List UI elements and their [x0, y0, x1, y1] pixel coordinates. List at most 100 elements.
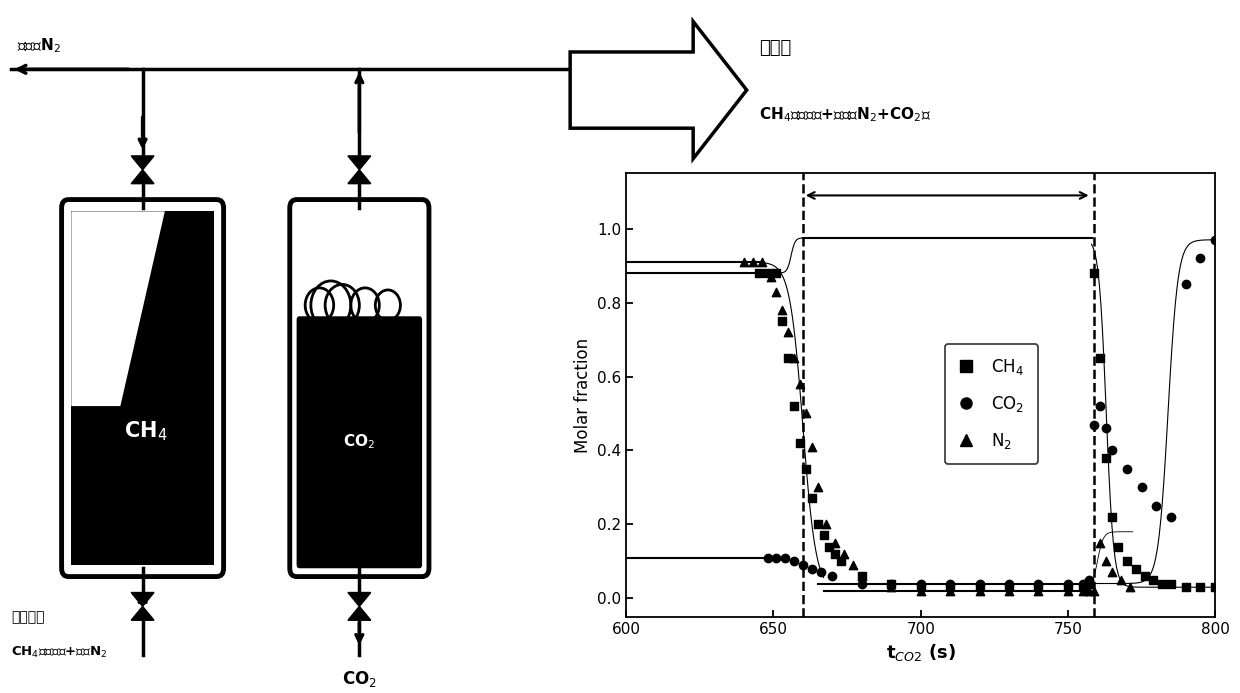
Point — [792, 559, 812, 570]
Point — [766, 552, 786, 563]
Point — [1028, 578, 1048, 589]
Point — [758, 267, 777, 279]
Text: 原料气：: 原料气： — [11, 610, 45, 624]
Point — [751, 256, 771, 267]
Point — [999, 578, 1019, 589]
Point — [940, 581, 960, 593]
Polygon shape — [71, 211, 213, 565]
Point — [779, 326, 799, 337]
Point — [743, 256, 763, 267]
Point — [1085, 267, 1105, 279]
Point — [1090, 401, 1110, 412]
Point — [826, 537, 846, 548]
Point — [1096, 556, 1116, 567]
Point — [1135, 570, 1154, 581]
Point — [1143, 574, 1163, 586]
Point — [1073, 581, 1092, 593]
Point — [760, 271, 780, 282]
Point — [1058, 581, 1078, 593]
Point — [1205, 581, 1225, 593]
Point — [1102, 567, 1122, 578]
Polygon shape — [131, 156, 154, 170]
Polygon shape — [348, 156, 371, 170]
Point — [1090, 537, 1110, 548]
Point — [910, 581, 930, 593]
Point — [882, 578, 901, 589]
Point — [1176, 581, 1195, 593]
Polygon shape — [131, 593, 154, 606]
Point — [1117, 464, 1137, 475]
Point — [1176, 279, 1195, 290]
Point — [749, 267, 769, 279]
Point — [843, 559, 863, 570]
Point — [1079, 574, 1099, 586]
Point — [831, 556, 851, 567]
Point — [1190, 581, 1210, 593]
Point — [970, 586, 990, 597]
Polygon shape — [348, 606, 371, 620]
Point — [796, 408, 816, 419]
Point — [1102, 511, 1122, 523]
Point — [773, 315, 792, 326]
Polygon shape — [570, 21, 746, 159]
Point — [807, 482, 827, 493]
Text: 排空，N$_{2}$: 排空，N$_{2}$ — [17, 37, 61, 55]
Point — [796, 464, 816, 475]
Point — [784, 556, 804, 567]
Point — [790, 378, 810, 389]
Point — [882, 578, 901, 589]
Point — [970, 578, 990, 589]
Point — [790, 437, 810, 448]
Point — [1096, 453, 1116, 464]
Point — [852, 570, 872, 581]
X-axis label: t$_{CO2}$ (s): t$_{CO2}$ (s) — [885, 642, 956, 663]
Point — [1161, 511, 1180, 523]
Point — [1073, 586, 1092, 597]
Point — [816, 519, 836, 530]
Point — [1079, 578, 1099, 589]
Point — [999, 581, 1019, 593]
Polygon shape — [71, 211, 165, 406]
Point — [1120, 581, 1140, 593]
Point — [1058, 578, 1078, 589]
Point — [1152, 578, 1172, 589]
Point — [1102, 445, 1122, 456]
Point — [1146, 500, 1166, 511]
Point — [811, 567, 831, 578]
Text: CH$_4$: CH$_4$ — [124, 419, 167, 443]
Point — [802, 563, 822, 574]
Point — [970, 581, 990, 593]
Point — [766, 286, 786, 297]
Point — [835, 548, 854, 559]
Point — [775, 552, 795, 563]
Point — [882, 581, 901, 593]
Point — [1190, 253, 1210, 264]
Point — [1085, 586, 1105, 597]
Text: CH$_{4}$，高浓度+少量（N$_{2}$+CO$_{2}$）: CH$_{4}$，高浓度+少量（N$_{2}$+CO$_{2}$） — [759, 105, 931, 124]
Point — [852, 570, 872, 581]
Point — [999, 586, 1019, 597]
Point — [813, 530, 833, 541]
Point — [1161, 578, 1180, 589]
Polygon shape — [131, 170, 154, 184]
Text: CO$_2$: CO$_2$ — [343, 433, 376, 451]
Point — [1111, 574, 1131, 586]
Point — [820, 541, 839, 552]
Text: CH$_{4}$，低浓度+大量N$_{2}$: CH$_{4}$，低浓度+大量N$_{2}$ — [11, 644, 108, 660]
Point — [1132, 482, 1152, 493]
Y-axis label: Molar fraction: Molar fraction — [574, 337, 591, 453]
Polygon shape — [348, 170, 371, 184]
Point — [910, 586, 930, 597]
Point — [1090, 353, 1110, 364]
FancyBboxPatch shape — [296, 316, 422, 568]
Point — [852, 578, 872, 589]
Polygon shape — [131, 606, 154, 620]
Point — [784, 353, 804, 364]
Point — [1109, 541, 1128, 552]
Point — [802, 441, 822, 453]
Point — [1028, 586, 1048, 597]
Point — [1058, 586, 1078, 597]
Point — [1079, 586, 1099, 597]
Point — [1085, 419, 1105, 430]
Point — [784, 401, 804, 412]
